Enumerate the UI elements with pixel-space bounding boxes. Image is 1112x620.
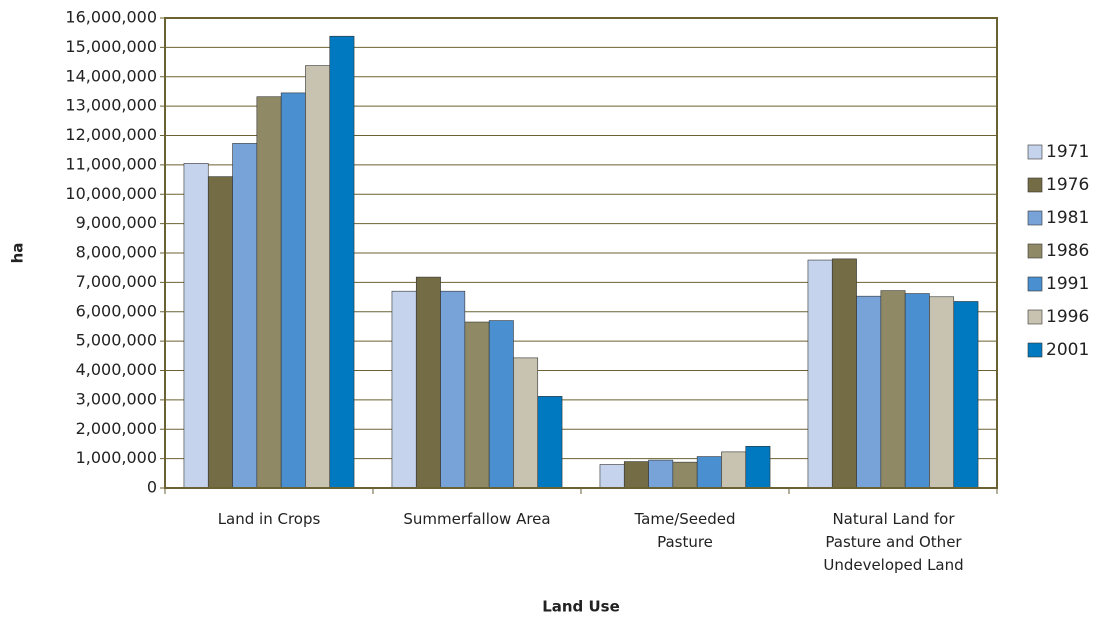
y-tick-label: 1,000,000 [76, 448, 157, 467]
y-axis-label: ha [9, 243, 27, 264]
legend-label: 1976 [1046, 175, 1089, 195]
y-tick-label: 3,000,000 [76, 389, 157, 408]
y-tick-label: 10,000,000 [65, 184, 157, 203]
legend-swatch [1027, 309, 1043, 325]
plot-frame [164, 17, 998, 489]
y-tick-label: 0 [147, 478, 157, 497]
bar [880, 290, 906, 489]
y-tick-label: 5,000,000 [76, 331, 157, 350]
bar [440, 290, 466, 489]
legend-swatch [1027, 342, 1043, 358]
bar [183, 163, 209, 489]
bar [745, 445, 771, 489]
legend-label: 1971 [1046, 142, 1089, 162]
legend-swatch [1027, 177, 1043, 193]
legend-label: 1981 [1046, 208, 1089, 228]
bar [648, 459, 674, 489]
legend-label: 1986 [1046, 241, 1089, 261]
bar [391, 290, 417, 489]
bar [672, 461, 698, 489]
y-tick-label: 12,000,000 [65, 125, 157, 144]
bar [953, 301, 979, 489]
bar [623, 461, 649, 489]
y-tick-label: 13,000,000 [65, 96, 157, 115]
x-tick-label: Natural Land for Pasture and Other Undev… [823, 510, 964, 574]
bar [537, 396, 563, 489]
y-tick-label: 11,000,000 [65, 154, 157, 173]
legend-swatch [1027, 276, 1043, 292]
bar [904, 293, 930, 489]
y-tick-label: 16,000,000 [65, 8, 157, 27]
y-tick-label: 14,000,000 [65, 66, 157, 85]
y-tick-label: 9,000,000 [76, 213, 157, 232]
legend-swatch [1027, 243, 1043, 259]
x-axis-label: Land Use [542, 598, 620, 616]
x-tick-label: Land in Crops [217, 510, 321, 528]
y-tick-label: 6,000,000 [76, 301, 157, 320]
bar [856, 295, 882, 489]
bar [232, 143, 258, 489]
bar [513, 357, 539, 489]
y-tick-label: 8,000,000 [76, 243, 157, 262]
bar [488, 320, 514, 489]
x-tick-label: Tame/Seeded Pasture [634, 510, 736, 551]
legend-label: 2001 [1046, 340, 1089, 360]
bar [929, 296, 955, 489]
y-tick-label: 7,000,000 [76, 272, 157, 291]
bar [207, 176, 233, 489]
bar [329, 35, 355, 489]
legend-label: 1991 [1046, 274, 1089, 294]
bar [305, 65, 331, 489]
y-tick-label: 15,000,000 [65, 37, 157, 56]
legend-swatch [1027, 210, 1043, 226]
bar [831, 258, 857, 489]
legend-swatch [1027, 144, 1043, 160]
bar [807, 259, 833, 489]
bar [599, 464, 625, 489]
bar [415, 276, 441, 489]
x-tick-label: Summerfallow Area [403, 510, 551, 528]
bar [256, 96, 282, 489]
y-tick-label: 4,000,000 [76, 360, 157, 379]
bar [464, 321, 490, 489]
legend-label: 1996 [1046, 307, 1089, 327]
bar [721, 451, 747, 489]
y-tick-label: 2,000,000 [76, 419, 157, 438]
bar [696, 456, 722, 489]
bar [280, 92, 306, 489]
